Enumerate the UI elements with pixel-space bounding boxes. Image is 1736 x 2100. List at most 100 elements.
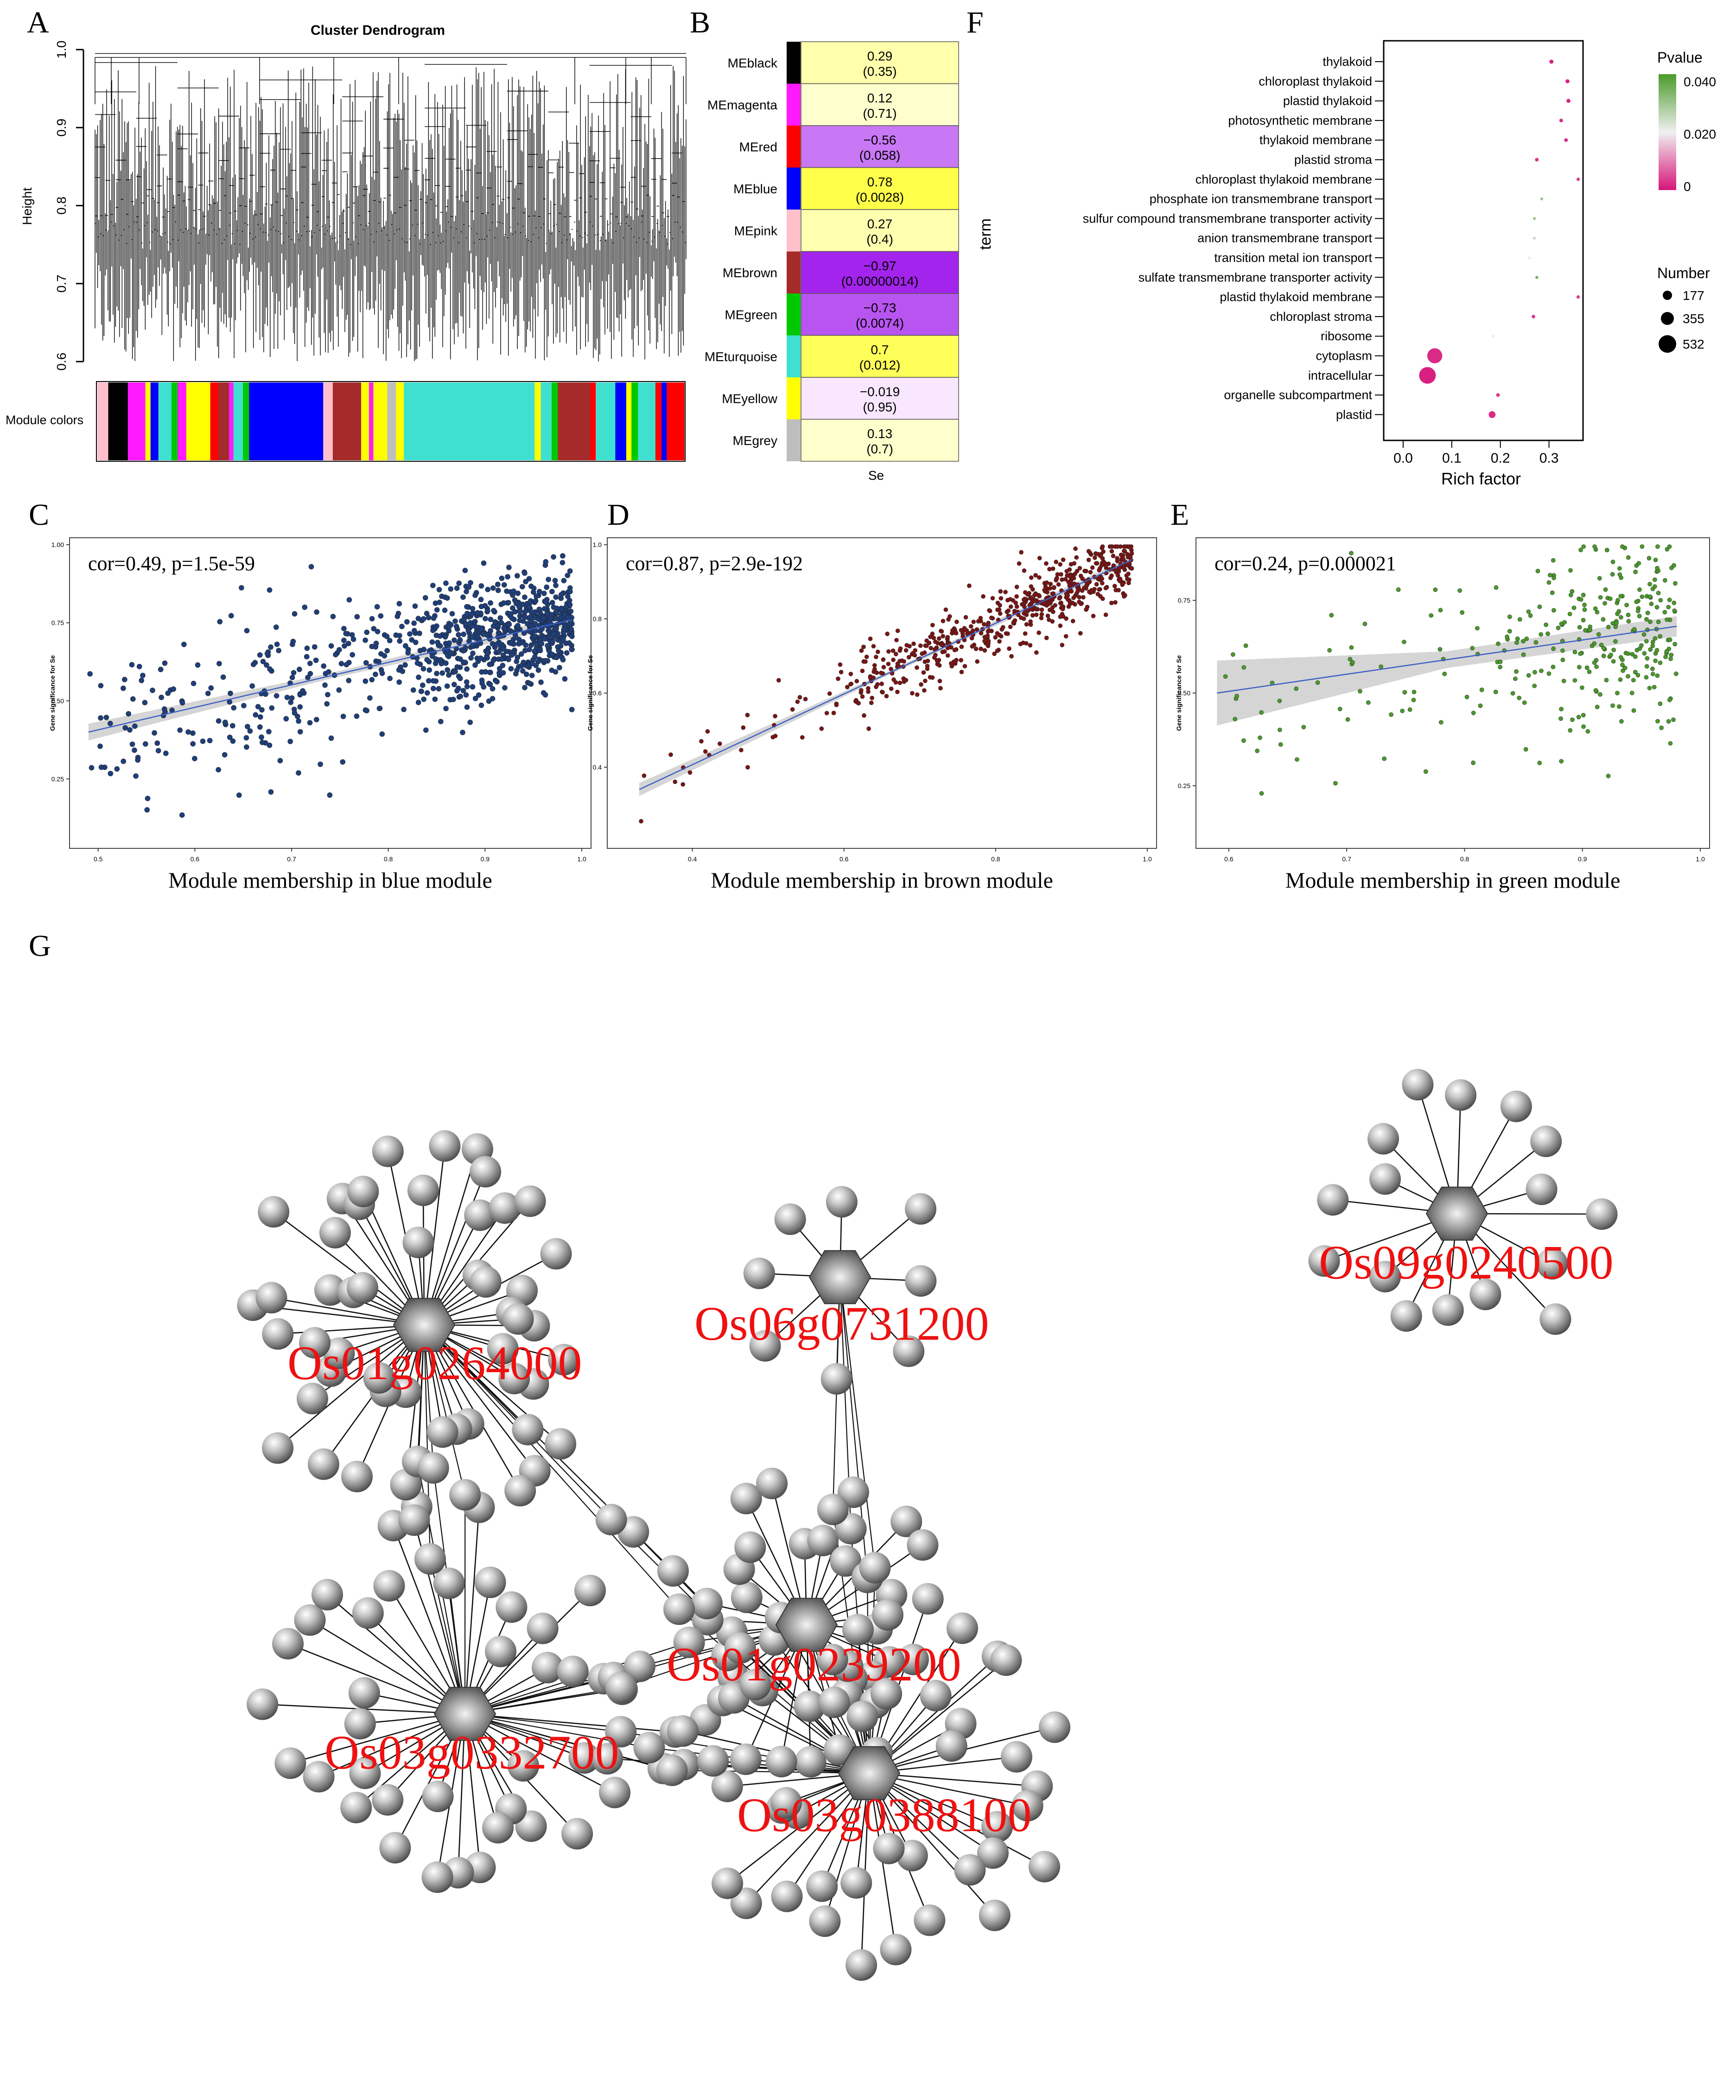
scatter-point (434, 607, 440, 613)
scatter-point (1610, 703, 1615, 708)
network-node (1586, 1198, 1618, 1230)
scatter-point (122, 677, 127, 682)
scatter-point (1119, 553, 1124, 557)
scatter-point (1126, 580, 1131, 585)
scatter-point (267, 587, 273, 593)
scatter-point (454, 585, 460, 591)
scatter-point (1115, 544, 1120, 549)
heatmap-row-label: MEpink (734, 223, 778, 238)
scatter-point (260, 739, 265, 745)
scatter-point (559, 606, 565, 612)
network-node (379, 1832, 411, 1864)
scatter-point (387, 638, 393, 643)
scatter-point (1382, 756, 1386, 761)
scatter-point (548, 612, 554, 617)
scatter-point (533, 598, 539, 604)
scatter-point (1581, 713, 1586, 718)
scatter-point (1588, 628, 1592, 632)
scatter-point (135, 757, 140, 763)
network-node (920, 1680, 952, 1712)
network-node (820, 1363, 852, 1395)
scatter-point (1070, 600, 1075, 605)
scatter-point (998, 589, 1003, 594)
scatter-point (268, 644, 273, 650)
bubble-point (1488, 411, 1496, 418)
scatter-point (98, 683, 104, 688)
scatter-y-tick-label: 0.25 (51, 775, 64, 783)
network-node (433, 1567, 465, 1599)
scatter-point (1632, 627, 1637, 632)
scatter-point (1059, 600, 1063, 605)
scatter-point (121, 758, 127, 764)
bubble-point (1576, 178, 1580, 181)
scatter-point (1672, 642, 1677, 647)
scatter-point (434, 623, 439, 629)
scatter-point (1045, 613, 1050, 618)
scatter-point (502, 685, 508, 691)
scatter-point (1074, 555, 1079, 560)
scatter-point (451, 637, 457, 643)
scatter-point (515, 623, 521, 629)
scatter-point (1645, 656, 1650, 661)
heatmap-cell-r: 0.12 (867, 91, 893, 105)
heatmap-cell-p: (0.0074) (856, 316, 904, 330)
scatter-point (291, 670, 297, 675)
scatter-point (568, 626, 574, 632)
network-edge (423, 1145, 445, 1325)
scatter-point (1533, 640, 1539, 645)
network-node (979, 1899, 1011, 1931)
scatter-point (560, 553, 566, 559)
scatter-point (1034, 650, 1039, 655)
heatmap-module-strip (787, 251, 801, 293)
scatter-point (255, 704, 261, 710)
scatter-point (407, 631, 413, 637)
module-colors-label: Module colors (6, 413, 83, 427)
scatter-point (1019, 550, 1024, 555)
scatter-point (297, 704, 303, 710)
scatter-point (257, 652, 263, 658)
scatter-point (1592, 641, 1597, 646)
scatter-point (369, 616, 375, 622)
module-color-segment (97, 382, 109, 460)
scatter-point (1058, 624, 1063, 628)
module-color-segment (534, 382, 541, 460)
scatter-confidence-band (1217, 616, 1677, 725)
scatter-point (893, 652, 898, 656)
scatter-point (1223, 674, 1228, 679)
panel-letter-f: F (967, 6, 984, 39)
module-color-segment (249, 382, 324, 460)
scatter-point (397, 633, 402, 638)
scatter-point (1389, 712, 1393, 717)
scatter-point (253, 712, 259, 718)
scatter-point (1457, 588, 1462, 593)
module-colors-frame (96, 381, 686, 462)
module-color-segment (108, 382, 128, 460)
heatmap-cell-p: (0.00000014) (841, 274, 919, 288)
module-color-segment (631, 382, 638, 460)
scatter-point (1028, 595, 1033, 600)
network-node (508, 1750, 540, 1782)
scatter-point (1582, 603, 1587, 607)
scatter-point (403, 643, 408, 649)
scatter-point (362, 678, 369, 684)
scatter-point (1611, 659, 1616, 664)
scatter-point (800, 735, 805, 740)
bubble-x-tick-label: 0.2 (1491, 451, 1510, 466)
scatter-point (945, 653, 950, 658)
scatter-point (513, 635, 519, 640)
scatter-point (1532, 683, 1537, 688)
scatter-point (1523, 747, 1528, 752)
heatmap-cell-p: (0.71) (863, 106, 897, 121)
scatter-point (452, 668, 458, 675)
network-edge (464, 1713, 672, 1771)
scatter-point (396, 601, 402, 607)
scatter-point (508, 666, 514, 672)
scatter-point (990, 596, 995, 601)
scatter-point (1479, 687, 1484, 692)
scatter-point (1640, 594, 1645, 599)
scatter-point (515, 655, 521, 660)
network-edge (287, 1643, 465, 1715)
scatter-point (1073, 546, 1078, 551)
scatter-green-panel: 0.6 0.7 0.8 0.9 1.0 0.25 0.50 0.75 Gene signific… (1175, 537, 1710, 893)
scatter-point (1577, 625, 1582, 630)
